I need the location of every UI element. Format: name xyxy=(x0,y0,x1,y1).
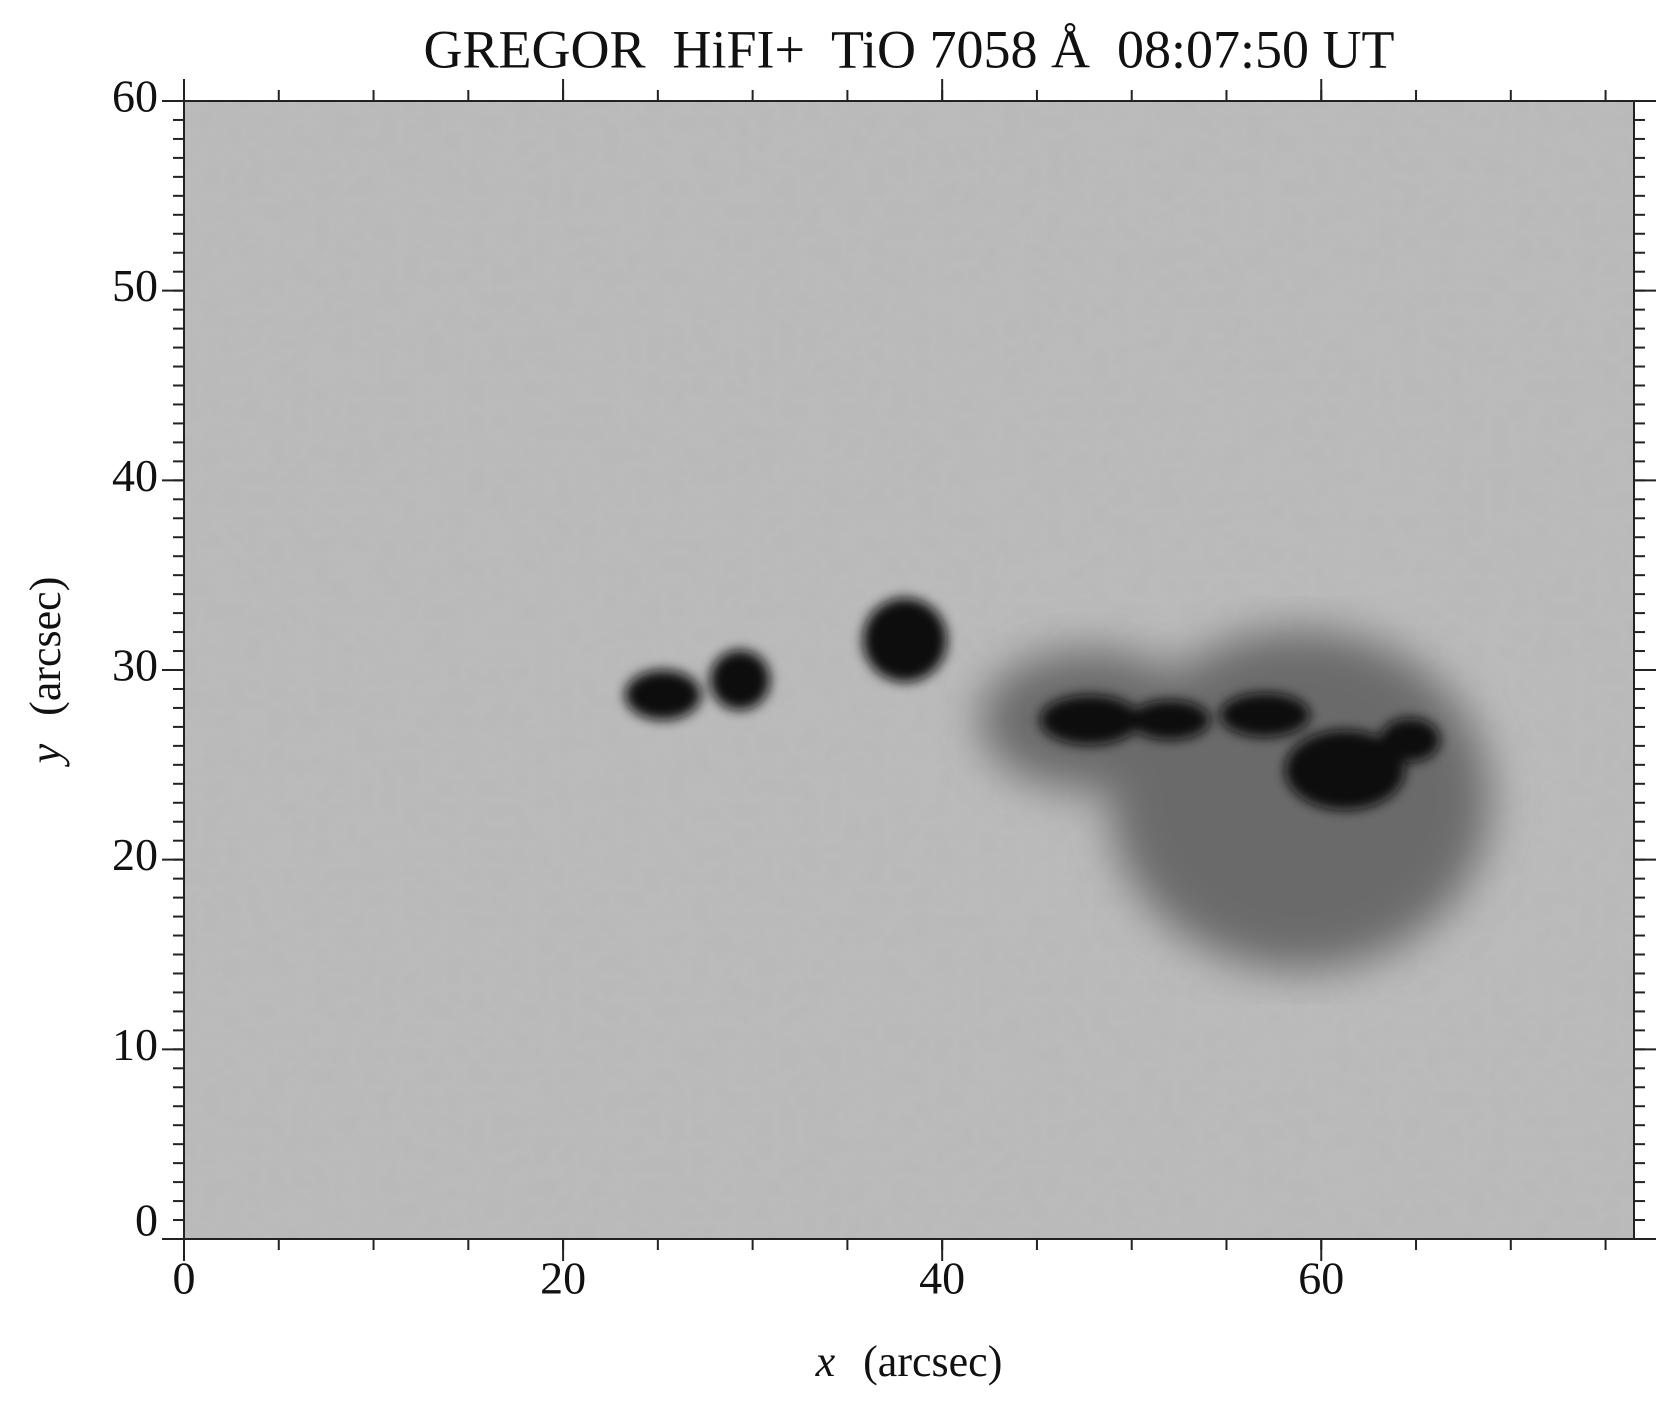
y-axis-variable: y xyxy=(21,743,70,767)
y-tick-label: 40 xyxy=(112,450,158,501)
solar-image xyxy=(184,101,1634,1239)
y-tick-label: 20 xyxy=(112,829,158,880)
x-axis-variable: x xyxy=(815,1337,836,1386)
x-tick-label: 40 xyxy=(919,1253,965,1304)
y-tick-label: 60 xyxy=(112,71,158,122)
y-tick-label: 30 xyxy=(112,640,158,691)
y-axis-label: y (arcsec) xyxy=(21,577,70,768)
x-axis-label: x (arcsec) xyxy=(815,1337,1003,1386)
x-tick-label: 0 xyxy=(173,1253,196,1304)
y-tick-label: 50 xyxy=(112,260,158,311)
y-axis-unit: (arcsec) xyxy=(21,577,70,716)
x-tick-label: 20 xyxy=(540,1253,586,1304)
x-axis-unit: (arcsec) xyxy=(863,1337,1002,1386)
y-tick-label: 10 xyxy=(112,1019,158,1070)
chart-title: GREGOR HiFI+ TiO 7058 Å 08:07:50 UT xyxy=(423,19,1394,79)
y-tick-label: 0 xyxy=(135,1195,158,1246)
umbra xyxy=(625,598,1440,810)
x-tick-label: 60 xyxy=(1298,1253,1344,1304)
